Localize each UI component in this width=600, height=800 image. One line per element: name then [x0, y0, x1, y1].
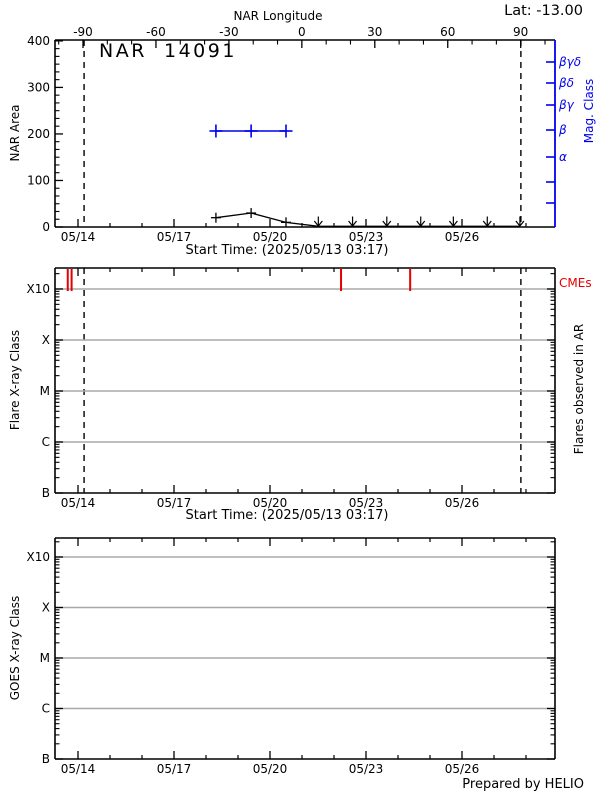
- area-tick-label: 100: [27, 173, 50, 187]
- xray-tick-label: X: [42, 601, 50, 615]
- date-tick-label: 05/20: [253, 230, 288, 244]
- date-tick-label: 05/23: [349, 762, 384, 776]
- date-tick-label: 05/26: [445, 496, 480, 510]
- xray-tick-label: M: [40, 384, 50, 398]
- date-tick-label: 05/14: [61, 762, 96, 776]
- xray-tick-label: B: [42, 752, 50, 766]
- longitude-tick-label: 60: [440, 25, 455, 39]
- start-time-caption-top: Start Time: (2025/05/13 03:17): [185, 243, 389, 258]
- flare-class-axis-title: Flare X-ray Class: [8, 329, 22, 431]
- date-tick-label: 05/17: [157, 762, 192, 776]
- mag-class-tick-label: βδ: [558, 76, 574, 90]
- cmes-label: CMEs: [559, 276, 592, 290]
- xray-tick-label: B: [42, 486, 50, 500]
- date-tick-label: 05/23: [349, 230, 384, 244]
- area-tick-label: 200: [27, 127, 50, 141]
- area-zero-arrow: [313, 220, 319, 227]
- longitude-axis-title: NAR Longitude: [233, 9, 323, 23]
- start-time-caption-middle: Start Time: (2025/05/13 03:17): [185, 508, 389, 523]
- longitude-tick-label: -30: [219, 25, 239, 39]
- date-tick-label: 05/14: [61, 230, 96, 244]
- xray-tick-label: C: [42, 435, 50, 449]
- area-tick-label: 400: [27, 34, 50, 48]
- longitude-tick-label: 90: [513, 25, 528, 39]
- page-title: NAR 14091: [99, 40, 237, 62]
- date-tick-label: 05/14: [61, 496, 96, 510]
- area-zero-arrow: [452, 220, 458, 227]
- date-tick-label: 05/17: [157, 496, 192, 510]
- area-zero-arrow: [348, 220, 354, 227]
- area-tick-label: 0: [42, 220, 50, 234]
- longitude-tick-label: 0: [298, 25, 306, 39]
- area-tick-label: 300: [27, 80, 50, 94]
- area-zero-arrow: [382, 220, 388, 227]
- area-zero-arrow: [352, 220, 358, 227]
- area-zero-arrow: [416, 220, 422, 227]
- xray-tick-label: X10: [27, 282, 51, 296]
- date-tick-label: 05/26: [445, 762, 480, 776]
- area-zero-arrow: [482, 220, 488, 227]
- prepared-by-label: Prepared by HELIO: [462, 777, 584, 792]
- area-zero-arrow: [448, 220, 454, 227]
- mag-class-tick-label: βγ: [558, 98, 575, 112]
- longitude-tick-label: -60: [146, 25, 166, 39]
- date-tick-label: 05/23: [349, 496, 384, 510]
- latitude-label: Lat: -13.00: [504, 3, 583, 19]
- mag-class-tick-label: βγδ: [558, 55, 581, 69]
- date-tick-label: 05/20: [253, 762, 288, 776]
- goes-class-axis-title: GOES X-ray Class: [8, 595, 22, 701]
- mag-class-axis-title: Mag. Class: [582, 78, 596, 144]
- area-zero-arrow: [519, 220, 525, 227]
- date-tick-label: 05/26: [445, 230, 480, 244]
- date-tick-label: 05/20: [253, 496, 288, 510]
- xray-tick-label: X: [42, 333, 50, 347]
- nar-area-axis-title: NAR Area: [8, 104, 22, 162]
- xray-tick-label: M: [40, 651, 50, 665]
- flares-observed-label: Flares observed in AR: [572, 323, 586, 455]
- area-zero-arrow: [420, 220, 426, 227]
- area-zero-arrow: [515, 220, 521, 227]
- mag-class-tick-label: β: [558, 123, 567, 137]
- xray-tick-label: X10: [27, 550, 51, 564]
- longitude-tick-label: -90: [73, 25, 93, 39]
- xray-tick-label: C: [42, 702, 50, 716]
- area-zero-arrow: [386, 220, 392, 227]
- date-tick-label: 05/17: [157, 230, 192, 244]
- mag-class-tick-label: α: [559, 150, 567, 164]
- area-zero-arrow: [486, 220, 492, 227]
- area-zero-arrow: [317, 220, 323, 227]
- area-curve: [215, 212, 520, 227]
- longitude-tick-label: 30: [367, 25, 382, 39]
